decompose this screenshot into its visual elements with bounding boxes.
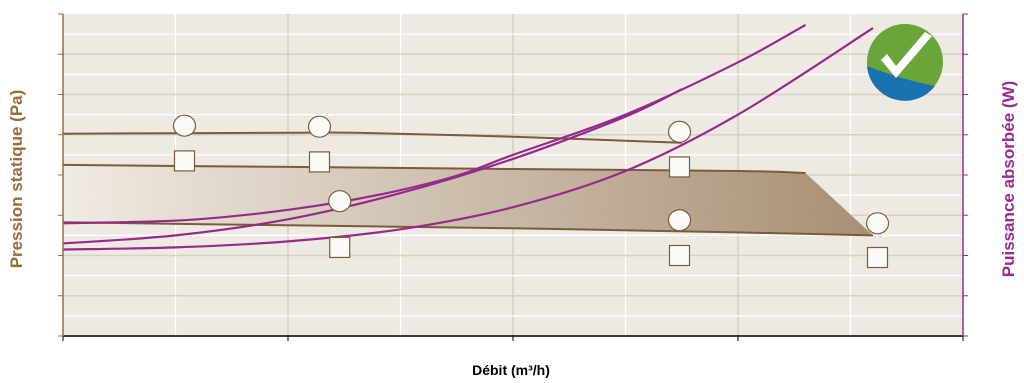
logo-check [881, 32, 932, 78]
marker-square [866, 246, 889, 269]
y-right-axis-title: Puissance absorbée (W) [999, 81, 1018, 278]
marker-square [668, 156, 691, 178]
x-axis-title: Débit (m³/h) [472, 362, 550, 378]
marker-circle [667, 209, 692, 232]
marker-square [329, 236, 351, 259]
marker-circle [865, 212, 890, 235]
efficiency-markers [172, 114, 890, 269]
y-left-axis-title: Pression statique (Pa) [7, 90, 26, 269]
marker-square [173, 150, 196, 172]
marker-square [308, 151, 331, 173]
axes [58, 13, 968, 341]
power-curve-3 [62, 27, 874, 251]
marker-circle [172, 114, 197, 137]
power-curve-1 [62, 88, 683, 245]
marker-circle [307, 115, 332, 138]
logo-swoosh [867, 66, 935, 101]
checkmark-logo-icon [867, 24, 943, 101]
marker-square [668, 244, 691, 267]
power-curve-2 [62, 23, 807, 225]
pressure-curve-mini [62, 221, 874, 237]
marker-circle [667, 120, 692, 143]
marker-circle [328, 190, 352, 213]
power-curves [62, 23, 874, 251]
